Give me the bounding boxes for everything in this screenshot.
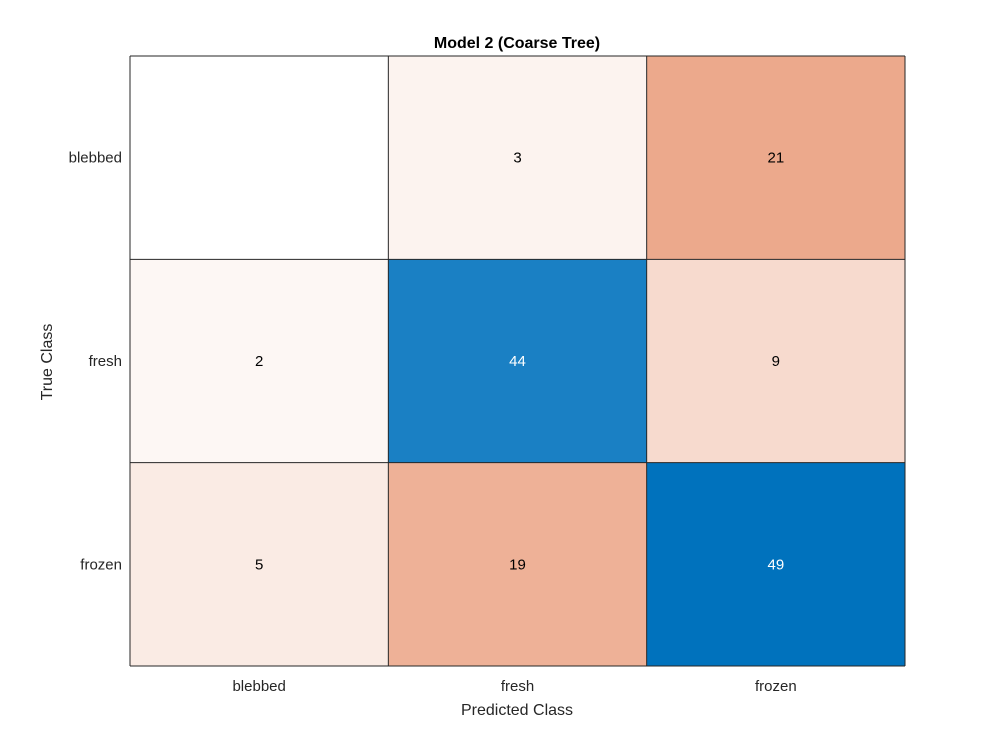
y-tick-label-blebbed: blebbed <box>69 150 122 167</box>
matrix-cell-frozen-fresh <box>388 462 647 666</box>
matrix-cell-blebbed-fresh <box>388 56 647 260</box>
y-tick-labels: blebbed fresh frozen <box>69 150 122 574</box>
x-tick-label-fresh: fresh <box>501 678 534 695</box>
cell-value-frozen-fresh: 19 <box>509 556 526 573</box>
cell-value-frozen-frozen: 49 <box>767 556 784 573</box>
x-tick-label-blebbed: blebbed <box>232 678 285 695</box>
cell-value-fresh-blebbed: 2 <box>255 353 263 370</box>
cell-value-blebbed-fresh: 3 <box>513 150 521 167</box>
matrix-cell-fresh-blebbed <box>130 259 389 463</box>
x-axis-label: Predicted Class <box>461 702 573 719</box>
y-tick-label-fresh: fresh <box>89 353 122 370</box>
cell-value-fresh-fresh: 44 <box>509 353 526 370</box>
matrix-cell-blebbed-blebbed <box>130 56 389 260</box>
matrix-cell-frozen-blebbed <box>130 462 389 666</box>
matrix-cell-labels: 3 21 2 44 9 5 19 49 <box>255 150 784 574</box>
matrix-gridlines <box>129 55 906 667</box>
cell-value-fresh-frozen: 9 <box>772 353 780 370</box>
x-tick-label-frozen: frozen <box>755 678 797 695</box>
x-tick-labels: blebbed fresh frozen <box>232 678 796 695</box>
matrix-cell-fresh-frozen <box>646 259 905 463</box>
y-axis-label: True Class <box>39 324 56 401</box>
cell-value-frozen-blebbed: 5 <box>255 556 263 573</box>
matrix-cell-blebbed-frozen <box>646 56 905 260</box>
chart-title: Model 2 (Coarse Tree) <box>434 35 600 52</box>
matrix-cells <box>130 56 905 666</box>
matrix-cell-fresh-fresh <box>388 259 647 463</box>
matrix-cell-frozen-frozen <box>646 462 905 666</box>
cell-value-blebbed-frozen: 21 <box>767 150 784 167</box>
y-tick-label-frozen: frozen <box>80 556 122 573</box>
